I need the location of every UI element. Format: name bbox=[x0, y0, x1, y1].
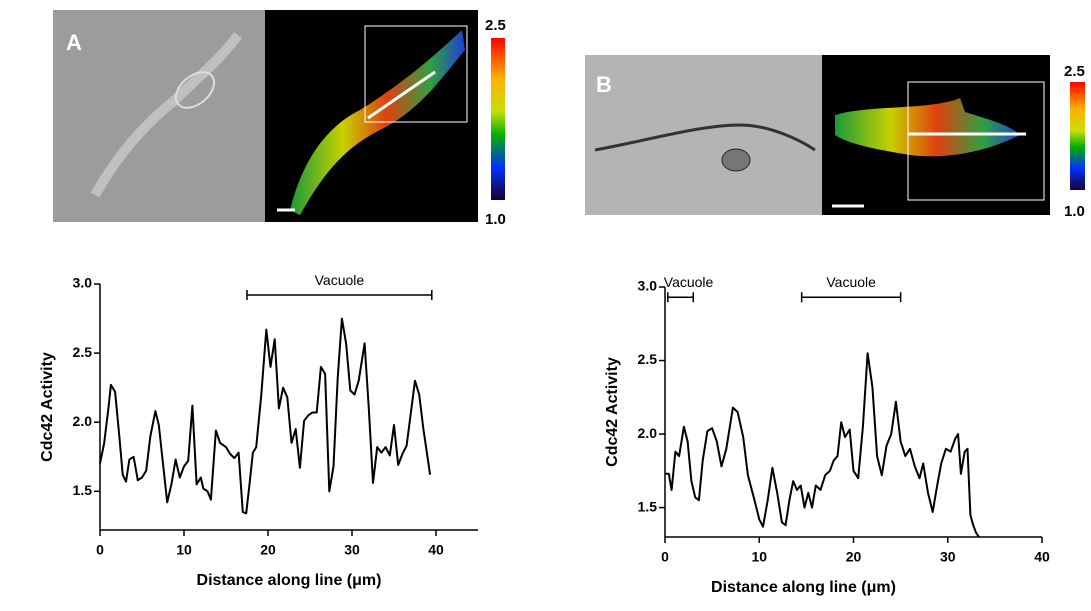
x-tick-label: 40 bbox=[428, 542, 444, 558]
x-tick-label: 30 bbox=[940, 549, 956, 565]
annotation-text: Vacuole bbox=[826, 274, 876, 290]
x-tick-label: 20 bbox=[260, 542, 276, 558]
annotation-bracket bbox=[800, 292, 902, 303]
roi-box bbox=[907, 81, 1045, 201]
ratio-cell bbox=[835, 98, 1020, 157]
cell-outline bbox=[90, 32, 243, 198]
roi-box bbox=[364, 25, 468, 123]
line-profile bbox=[367, 70, 436, 120]
x-axis-label: Distance along line (μm) bbox=[711, 579, 896, 596]
colorbar bbox=[491, 38, 505, 200]
annotation-bracket bbox=[667, 292, 695, 303]
cell-nucleus bbox=[174, 71, 216, 109]
colorbar-max: 2.5 bbox=[485, 17, 506, 34]
panel-label: B bbox=[596, 72, 612, 97]
x-axis-label: Distance along line (μm) bbox=[197, 572, 382, 589]
y-tick-label: 2.0 bbox=[73, 413, 93, 429]
y-axis-label: Cdc42 Activity bbox=[39, 352, 56, 462]
x-tick-label: 20 bbox=[846, 549, 862, 565]
data-line bbox=[665, 352, 980, 538]
y-tick-label: 2.0 bbox=[638, 425, 658, 441]
x-tick-label: 0 bbox=[96, 542, 104, 558]
y-tick-label: 1.5 bbox=[638, 498, 658, 514]
x-tick-label: 40 bbox=[1034, 549, 1050, 565]
data-line bbox=[99, 317, 432, 515]
colorbar bbox=[1070, 82, 1085, 190]
y-tick-label: 3.0 bbox=[73, 275, 93, 291]
colorbar-min: 1.0 bbox=[485, 211, 506, 228]
y-tick-label: 2.5 bbox=[638, 351, 658, 367]
x-tick-label: 10 bbox=[176, 542, 192, 558]
annotation-text: Vacuole bbox=[664, 274, 714, 290]
x-tick-label: 10 bbox=[751, 549, 767, 565]
annotation-bracket bbox=[246, 290, 433, 301]
cell-nucleus bbox=[721, 148, 751, 172]
x-tick-label: 30 bbox=[344, 542, 360, 558]
colorbar-max: 2.5 bbox=[1064, 63, 1085, 80]
annotation-text: Vacuole bbox=[315, 272, 365, 288]
x-tick-label: 0 bbox=[661, 549, 669, 565]
y-tick-label: 1.5 bbox=[73, 482, 93, 498]
cell-outline bbox=[594, 123, 816, 152]
y-tick-label: 2.5 bbox=[73, 344, 93, 360]
y-tick-label: 3.0 bbox=[638, 278, 658, 294]
panel-label: A bbox=[66, 30, 82, 55]
colorbar-min: 1.0 bbox=[1064, 203, 1085, 220]
y-axis-label: Cdc42 Activity bbox=[604, 357, 621, 467]
